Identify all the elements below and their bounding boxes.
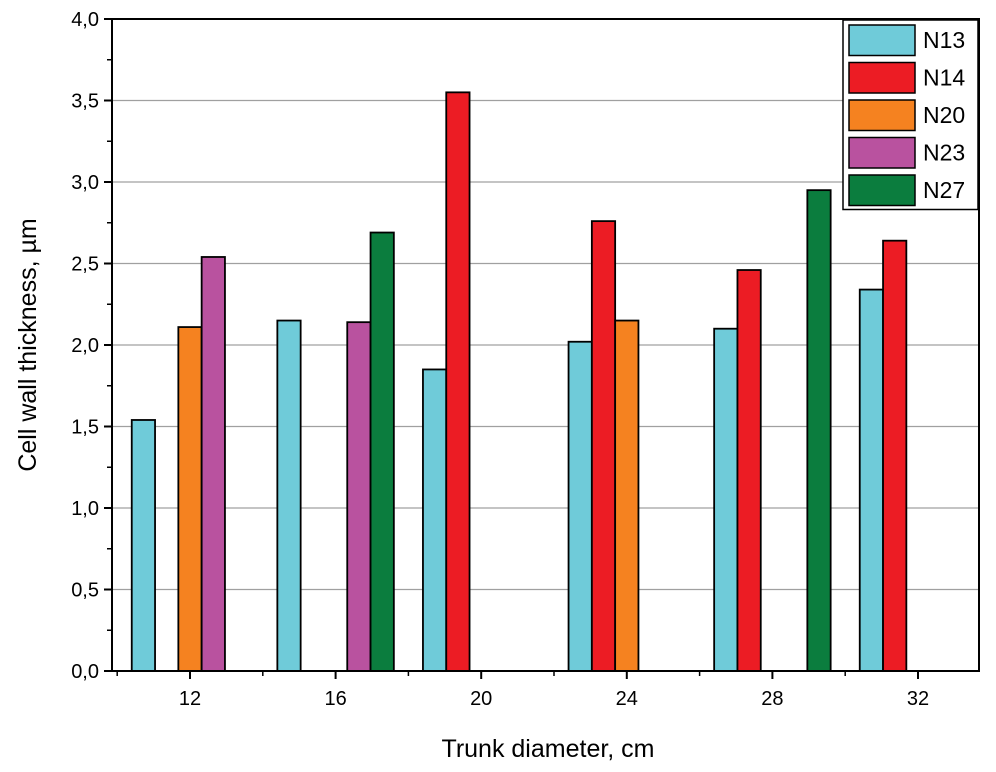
x-tick-label: 20 <box>470 688 492 710</box>
x-axis-ticks: 12 16 20 24 28 32 <box>116 671 929 710</box>
legend-swatch-n27 <box>848 174 916 207</box>
x-tick-label: 12 <box>179 688 201 710</box>
legend-swatch-n13 <box>848 24 916 57</box>
y-tick-label: 2,5 <box>71 254 99 276</box>
bar-n27-16 <box>369 231 395 672</box>
legend-swatch-n20 <box>848 99 916 132</box>
legend-swatch-n14 <box>848 61 916 94</box>
bar-n14-28 <box>736 269 762 672</box>
y-tick-label: 3,0 <box>71 172 99 194</box>
y-tick-label: 1,5 <box>71 417 99 439</box>
bar-n13-16 <box>276 319 302 672</box>
x-tick-label: 24 <box>616 688 638 710</box>
y-tick-label: 4,0 <box>71 9 99 31</box>
bar-n13-28 <box>713 327 739 672</box>
x-tick-label: 16 <box>324 688 346 710</box>
legend-label-n13: N13 <box>923 27 965 53</box>
bar-n13-24 <box>567 340 593 672</box>
bar-n20-12 <box>177 326 203 672</box>
bar-n14-32 <box>882 239 908 672</box>
x-tick-label: 28 <box>761 688 783 710</box>
y-tick-label: 3,5 <box>71 91 99 113</box>
y-tick-label: 1,0 <box>71 498 99 520</box>
y-tick-label: 0,5 <box>71 580 99 602</box>
bar-n14-20 <box>445 91 471 672</box>
legend-label-n23: N23 <box>923 139 965 165</box>
bar-n23-12 <box>200 256 226 672</box>
bar-n13-32 <box>858 288 884 672</box>
y-tick-label: 0,0 <box>71 661 99 683</box>
legend-label-n20: N20 <box>923 102 965 128</box>
legend-label-n14: N14 <box>923 64 965 90</box>
bars <box>130 91 908 672</box>
bar-n20-24 <box>614 319 640 672</box>
legend: N13 N14 N20 N23 N27 <box>842 19 979 211</box>
bar-n13-12 <box>130 419 156 672</box>
bar-n27-28 <box>806 189 832 672</box>
x-tick-label: 32 <box>907 688 929 710</box>
bar-n23-16 <box>346 321 372 672</box>
y-axis-ticks: 0,0 0,5 1,0 1,5 2,0 2,5 3,0 3,5 4,0 <box>71 9 112 683</box>
x-axis-title: Trunk diameter, cm <box>441 735 654 763</box>
legend-swatch-n23 <box>848 136 916 169</box>
legend-label-n27: N27 <box>923 177 965 203</box>
gridlines <box>112 99 979 591</box>
y-axis-title: Cell wall thickness, µm <box>14 218 42 471</box>
y-tick-label: 2,0 <box>71 335 99 357</box>
bar-n14-24 <box>590 220 617 672</box>
bar-n13-20 <box>422 368 448 672</box>
